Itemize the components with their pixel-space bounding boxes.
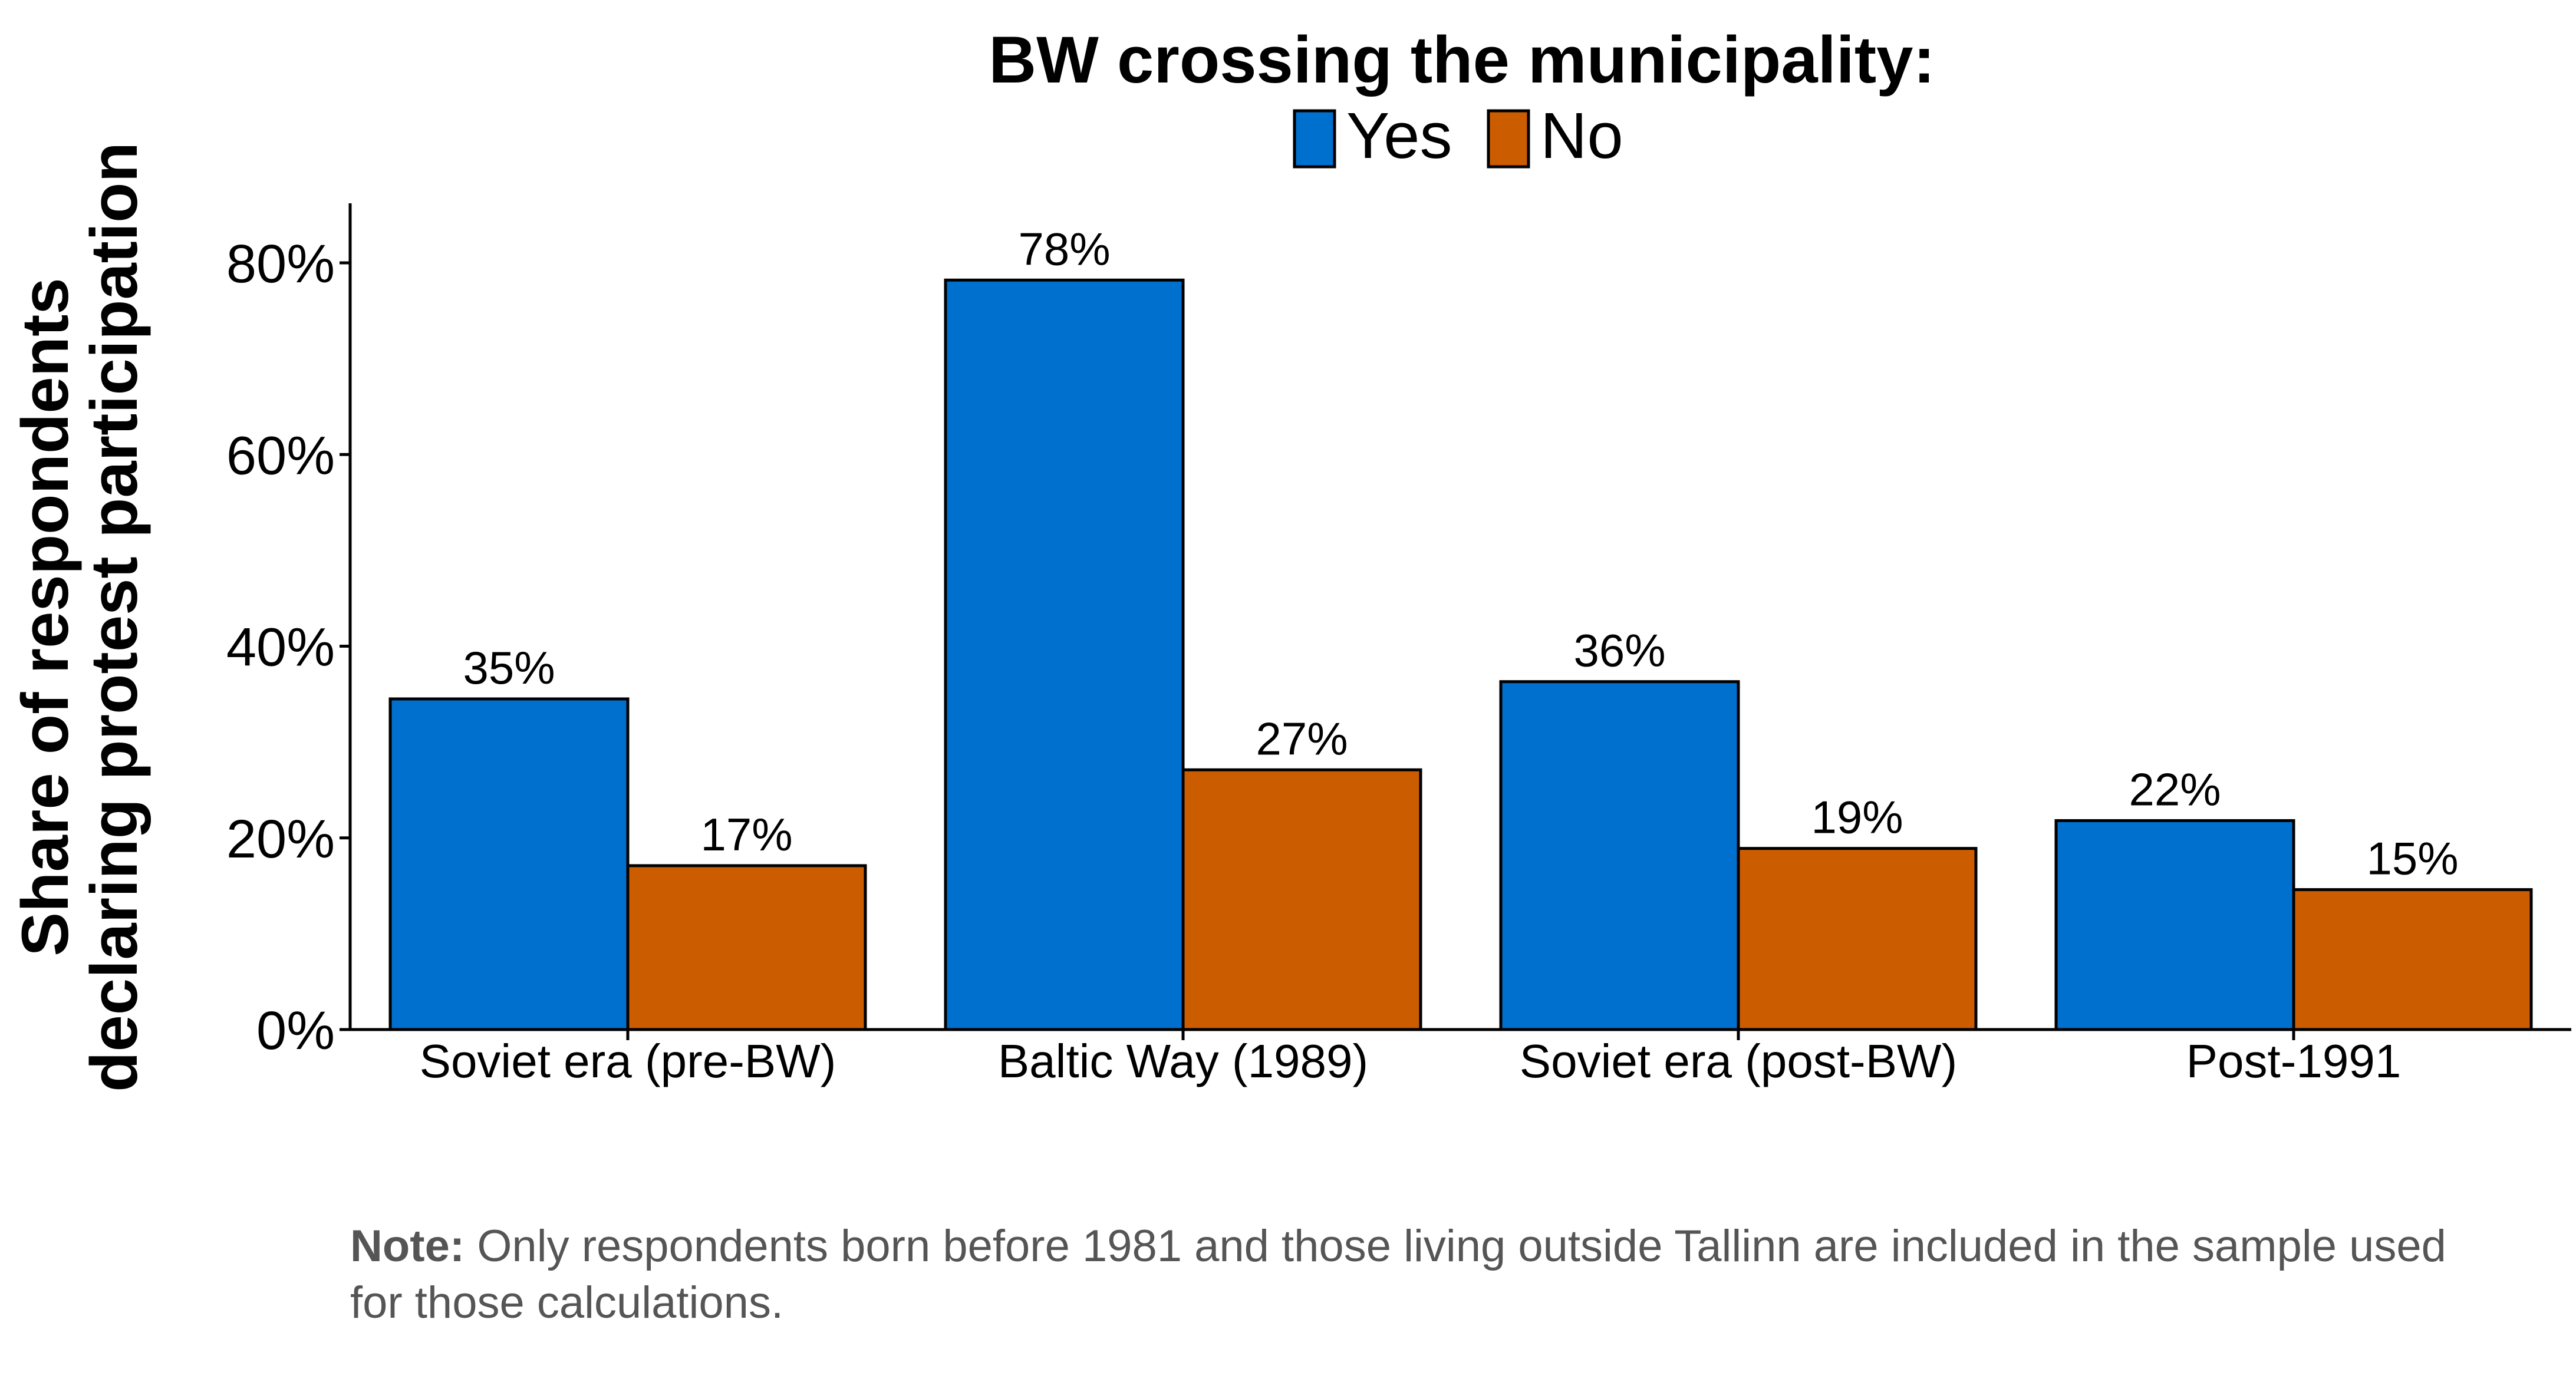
bar-yes [1499, 680, 1740, 1031]
y-tick-label: 60% [226, 425, 335, 486]
y-axis-title-line-2: declaring protest participation [77, 142, 151, 1092]
note-line-1: Note: Only respondents born before 1981 … [350, 1221, 2446, 1271]
legend-label-yes: Yes [1346, 100, 1452, 172]
legend-title: BW crossing the municipality: [989, 23, 1935, 97]
note-label: Note: [350, 1221, 465, 1271]
y-tick-label: 0% [256, 1001, 335, 1061]
data-label: 15% [2366, 833, 2458, 885]
bar-no [1181, 768, 1422, 1031]
legend-items: Yes No [1293, 100, 1623, 172]
data-label: 27% [1256, 713, 1348, 764]
bar-no [1737, 847, 1978, 1031]
bar-yes [388, 697, 630, 1031]
legend: BW crossing the municipality: Yes No [989, 23, 1935, 172]
bar-yes [944, 278, 1185, 1031]
data-label: 17% [700, 809, 792, 860]
data-labels: 35% 17% 78% 27% 36% 19% 22% 15% [463, 223, 2458, 884]
y-tick-label: 20% [226, 809, 335, 869]
note: Note: Only respondents born before 1981 … [350, 1221, 2446, 1328]
bar-yes [2054, 819, 2295, 1031]
data-label: 78% [1018, 223, 1110, 275]
y-tick-label: 80% [226, 234, 335, 294]
data-label: 36% [1573, 625, 1665, 677]
legend-key-no [1487, 109, 1530, 169]
legend-key-yes [1293, 109, 1336, 169]
x-tick-label: Soviet era (post-BW) [1520, 1035, 1957, 1087]
y-axis-title: Share of respondents declaring protest p… [8, 142, 151, 1092]
data-label: 22% [2129, 763, 2221, 815]
note-text-1: Only respondents born before 1981 and th… [465, 1221, 2446, 1271]
y-axis-ticks: 0% 20% 40% 60% 80% [226, 234, 350, 1061]
data-label: 19% [1811, 791, 1903, 843]
note-line-2: for those calculations. [350, 1278, 783, 1328]
x-tick-label: Soviet era (pre-BW) [420, 1035, 836, 1087]
data-label: 35% [463, 642, 555, 694]
legend-label-no: No [1540, 100, 1623, 172]
x-axis-ticks: Soviet era (pre-BW) Baltic Way (1989) Sovi… [420, 1030, 2402, 1087]
y-tick-label: 40% [226, 618, 335, 678]
bar-no [626, 864, 867, 1031]
bar-no [2292, 888, 2533, 1031]
x-tick-label: Baltic Way (1989) [998, 1035, 1368, 1087]
y-axis-title-line-1: Share of respondents [8, 278, 82, 956]
x-tick-label: Post-1991 [2186, 1035, 2402, 1087]
bars [388, 278, 2533, 1031]
